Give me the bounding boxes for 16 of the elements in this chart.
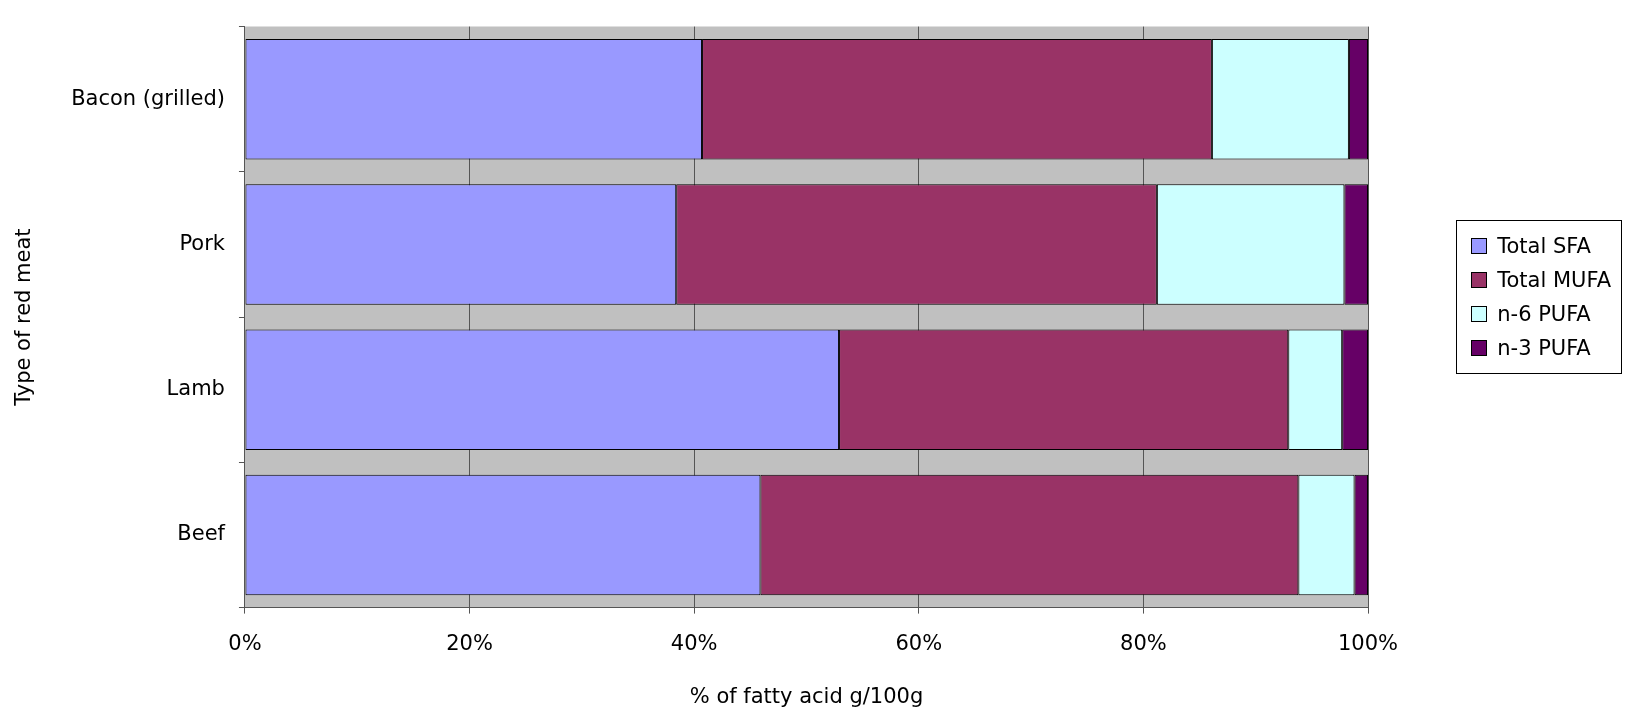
y-axis-title: Type of red meat (11, 228, 36, 407)
y-tick-label: Bacon (grilled) (71, 85, 225, 110)
y-tick-label: Beef (177, 521, 226, 546)
x-axis-title: % of fatty acid g/100g (689, 683, 924, 708)
legend-label: n-6 PUFA (1497, 301, 1591, 328)
x-tick-label: 100% (1337, 630, 1399, 655)
x-tick-label: 60% (895, 630, 943, 655)
y-tick-label: Lamb (166, 376, 225, 401)
legend-label: Total MUFA (1497, 267, 1611, 294)
x-tick-label: 80% (1120, 630, 1167, 655)
x-tick-label: 20% (446, 630, 493, 655)
x-tick-label: 40% (670, 630, 718, 655)
legend-label: n-3 PUFA (1497, 335, 1591, 362)
text: Total SFA (1497, 233, 1591, 260)
x-tick-label: 0% (228, 630, 262, 655)
y-tick-label: Pork (179, 230, 226, 255)
